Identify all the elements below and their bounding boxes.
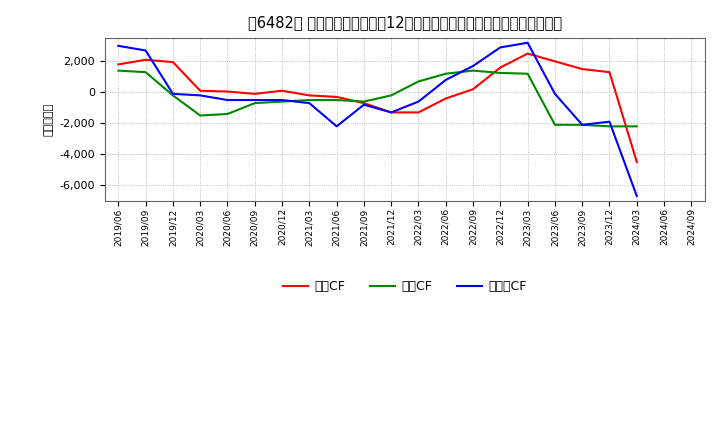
営業CF [141, 57, 150, 62]
フリーCF [305, 100, 314, 106]
フリーCF [359, 102, 368, 107]
フリーCF [196, 93, 204, 98]
投資CF [278, 99, 287, 104]
投資CF [496, 70, 505, 76]
フリーCF [469, 63, 477, 69]
投資CF [441, 71, 450, 77]
投資CF [196, 113, 204, 118]
Line: 投資CF: 投資CF [118, 70, 636, 126]
Line: フリーCF: フリーCF [118, 43, 636, 196]
営業CF [168, 59, 177, 65]
営業CF [251, 91, 259, 96]
投資CF [551, 122, 559, 128]
フリーCF [223, 97, 232, 103]
営業CF [387, 110, 395, 115]
フリーCF [496, 45, 505, 50]
営業CF [441, 96, 450, 101]
営業CF [278, 88, 287, 93]
フリーCF [632, 193, 641, 198]
営業CF [551, 59, 559, 64]
フリーCF [387, 110, 395, 115]
営業CF [469, 87, 477, 92]
Title: ［6482］ キャッシュフローの12か月移動合計の対前年同期増減額の推移: ［6482］ キャッシュフローの12か月移動合計の対前年同期増減額の推移 [248, 15, 562, 30]
フリーCF [251, 97, 259, 103]
投資CF [141, 70, 150, 75]
フリーCF [523, 40, 532, 45]
投資CF [414, 79, 423, 84]
Line: 営業CF: 営業CF [118, 54, 636, 162]
フリーCF [114, 43, 122, 48]
Y-axis label: （百万円）: （百万円） [44, 103, 54, 136]
営業CF [578, 66, 587, 72]
投資CF [387, 93, 395, 98]
フリーCF [278, 97, 287, 103]
営業CF [414, 110, 423, 115]
フリーCF [168, 91, 177, 96]
営業CF [359, 100, 368, 106]
投資CF [333, 97, 341, 103]
営業CF [523, 51, 532, 56]
フリーCF [441, 77, 450, 83]
投資CF [632, 124, 641, 129]
営業CF [496, 65, 505, 70]
投資CF [114, 68, 122, 73]
投資CF [606, 124, 614, 129]
フリーCF [141, 48, 150, 53]
投資CF [523, 71, 532, 77]
フリーCF [333, 124, 341, 129]
営業CF [606, 70, 614, 75]
営業CF [305, 93, 314, 98]
投資CF [578, 122, 587, 128]
フリーCF [578, 122, 587, 128]
投資CF [359, 99, 368, 104]
投資CF [251, 100, 259, 106]
Legend: 営業CF, 投資CF, フリーCF: 営業CF, 投資CF, フリーCF [278, 275, 532, 298]
投資CF [223, 111, 232, 117]
投資CF [469, 68, 477, 73]
営業CF [333, 94, 341, 99]
営業CF [196, 88, 204, 93]
フリーCF [606, 119, 614, 125]
営業CF [223, 89, 232, 94]
フリーCF [551, 91, 559, 96]
営業CF [114, 62, 122, 67]
フリーCF [414, 99, 423, 104]
営業CF [632, 159, 641, 165]
投資CF [168, 93, 177, 98]
投資CF [305, 97, 314, 103]
